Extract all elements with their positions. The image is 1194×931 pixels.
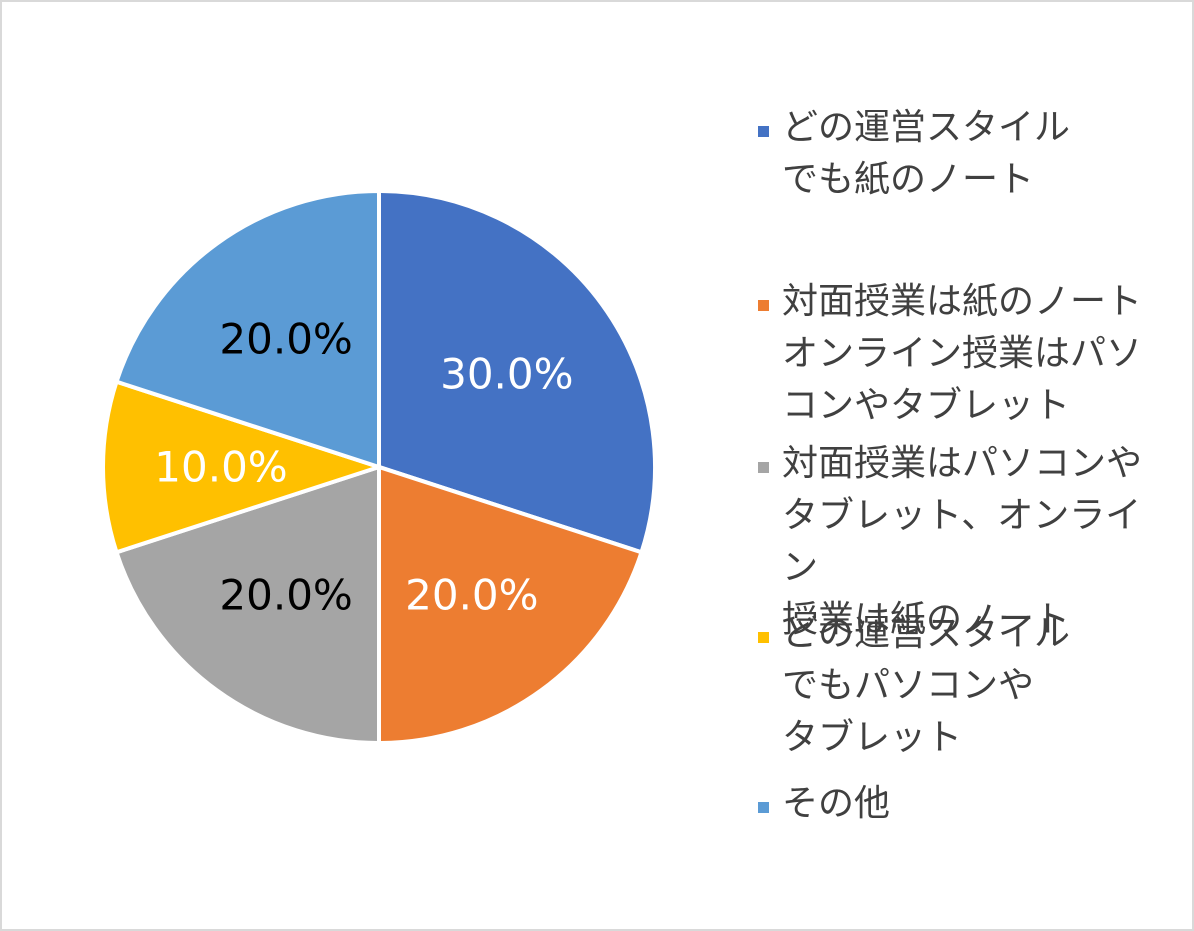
legend-item: どの運営スタイル でもパソコンや タブレット <box>758 608 1162 764</box>
pie-slice <box>101 379 381 555</box>
legend-swatch <box>758 462 769 473</box>
legend-item: どの運営スタイル でも紙のノート <box>758 102 1162 206</box>
legend-label: 対面授業はパソコンや タブレット、オンライン 授業は紙のノート <box>782 443 1143 640</box>
pie-slice <box>377 189 657 555</box>
legend-item: 対面授業はパソコンや タブレット、オンライン 授業は紙のノート <box>758 438 1162 646</box>
slice-data-label: 20.0% <box>219 315 352 364</box>
pie-slice <box>114 465 381 745</box>
slice-data-label: 20.0% <box>405 570 538 619</box>
legend-label: その他 <box>782 783 891 824</box>
pie-slice <box>377 465 644 745</box>
slice-data-label: 30.0% <box>440 350 573 399</box>
legend-swatch <box>758 300 769 311</box>
legend-item: その他 <box>758 778 1162 830</box>
legend-label: どの運営スタイル でも紙のノート <box>782 107 1071 200</box>
slice-data-label: 20.0% <box>219 570 352 619</box>
legend-label: どの運営スタイル でもパソコンや タブレット <box>782 613 1071 758</box>
legend-swatch <box>758 632 769 643</box>
pie-slice <box>114 189 381 469</box>
slice-data-label: 10.0% <box>154 443 287 492</box>
legend-swatch <box>758 126 769 137</box>
legend-label: 対面授業は紙のノート オンライン授業はパソ コンやタブレット <box>782 281 1143 426</box>
legend-swatch <box>758 802 769 813</box>
legend-item: 対面授業は紙のノート オンライン授業はパソ コンやタブレット <box>758 276 1162 432</box>
